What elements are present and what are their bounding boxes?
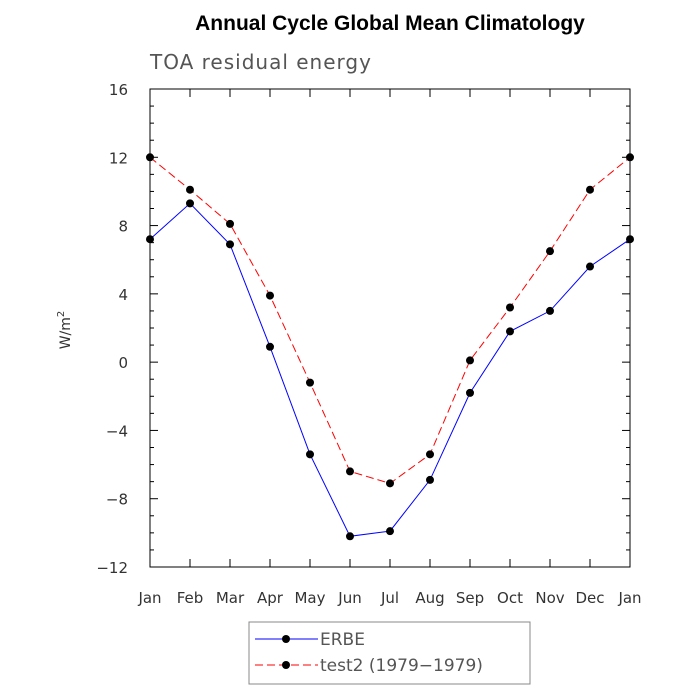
y-tick-label: 4 [118, 286, 128, 304]
x-tick-label: Jan [137, 589, 161, 607]
y-tick-label: −12 [96, 559, 128, 577]
data-point-test2 [546, 247, 554, 256]
data-point-test2 [146, 153, 154, 162]
x-tick-label: Oct [497, 589, 523, 607]
legend-box [248, 621, 531, 685]
x-tick-label: Jan [617, 589, 641, 607]
data-point-test2 [186, 185, 194, 194]
data-point-test2 [346, 467, 354, 476]
x-tick-label: Dec [575, 589, 604, 607]
data-point-erbe [146, 235, 154, 244]
legend-test2-label: test2 (1979−1979) [320, 656, 483, 676]
x-tick-label: Feb [177, 589, 204, 607]
chart-title: Annual Cycle Global Mean Climatology [195, 12, 585, 35]
data-point-erbe [226, 240, 234, 249]
chart-subtitle: TOA residual energy [149, 50, 372, 74]
series-layer [146, 153, 634, 541]
data-point-erbe [546, 306, 554, 315]
x-tick-label: Sep [456, 589, 484, 607]
data-point-erbe [266, 342, 274, 351]
y-tick-label: −4 [106, 422, 128, 440]
legend: ERBE test2 (1979−1979) [248, 621, 531, 685]
x-tick-label: Jun [337, 589, 361, 607]
data-point-erbe [626, 235, 634, 244]
data-point-test2 [426, 450, 434, 459]
data-point-erbe [306, 450, 314, 459]
data-point-erbe [346, 532, 354, 541]
data-point-erbe [586, 262, 594, 271]
y-tick-label: −8 [106, 491, 128, 509]
data-point-test2 [306, 378, 314, 387]
legend-test2-marker [282, 661, 290, 669]
y-axis-label: W/m2 [56, 311, 74, 350]
x-tick-label: May [294, 589, 325, 607]
data-point-erbe [506, 327, 514, 336]
data-point-test2 [266, 291, 274, 300]
data-point-test2 [386, 479, 394, 488]
plot-axes: 16 12 8 4 0 −4 −8 −12 Jan Feb Mar Apr May Jun Jul Aug Se… [96, 81, 641, 607]
x-tick-label: Nov [535, 589, 564, 607]
y-tick-label: 16 [109, 81, 128, 99]
data-point-erbe [186, 199, 194, 208]
legend-erbe-label: ERBE [320, 630, 365, 650]
data-point-erbe [386, 527, 394, 536]
data-point-test2 [466, 356, 474, 365]
y-tick-label: 8 [118, 218, 128, 236]
y-axis-label-superscript: 2 [56, 311, 67, 317]
data-point-test2 [226, 219, 234, 228]
x-tick-label: Mar [216, 589, 245, 607]
x-tick-label: Aug [415, 589, 444, 607]
x-tick-label: Apr [257, 589, 284, 607]
plot-frame [149, 88, 631, 568]
series-line-test2 [149, 156, 631, 484]
data-point-test2 [506, 303, 514, 312]
data-point-test2 [626, 153, 634, 162]
data-point-erbe [466, 388, 474, 397]
y-tick-label: 0 [118, 354, 128, 372]
data-point-erbe [426, 475, 434, 484]
legend-erbe-marker [282, 635, 290, 643]
y-tick-label: 12 [109, 149, 128, 167]
x-tick-label: Jul [380, 589, 399, 607]
data-point-test2 [586, 185, 594, 194]
y-axis-label-text: W/m [58, 317, 74, 349]
